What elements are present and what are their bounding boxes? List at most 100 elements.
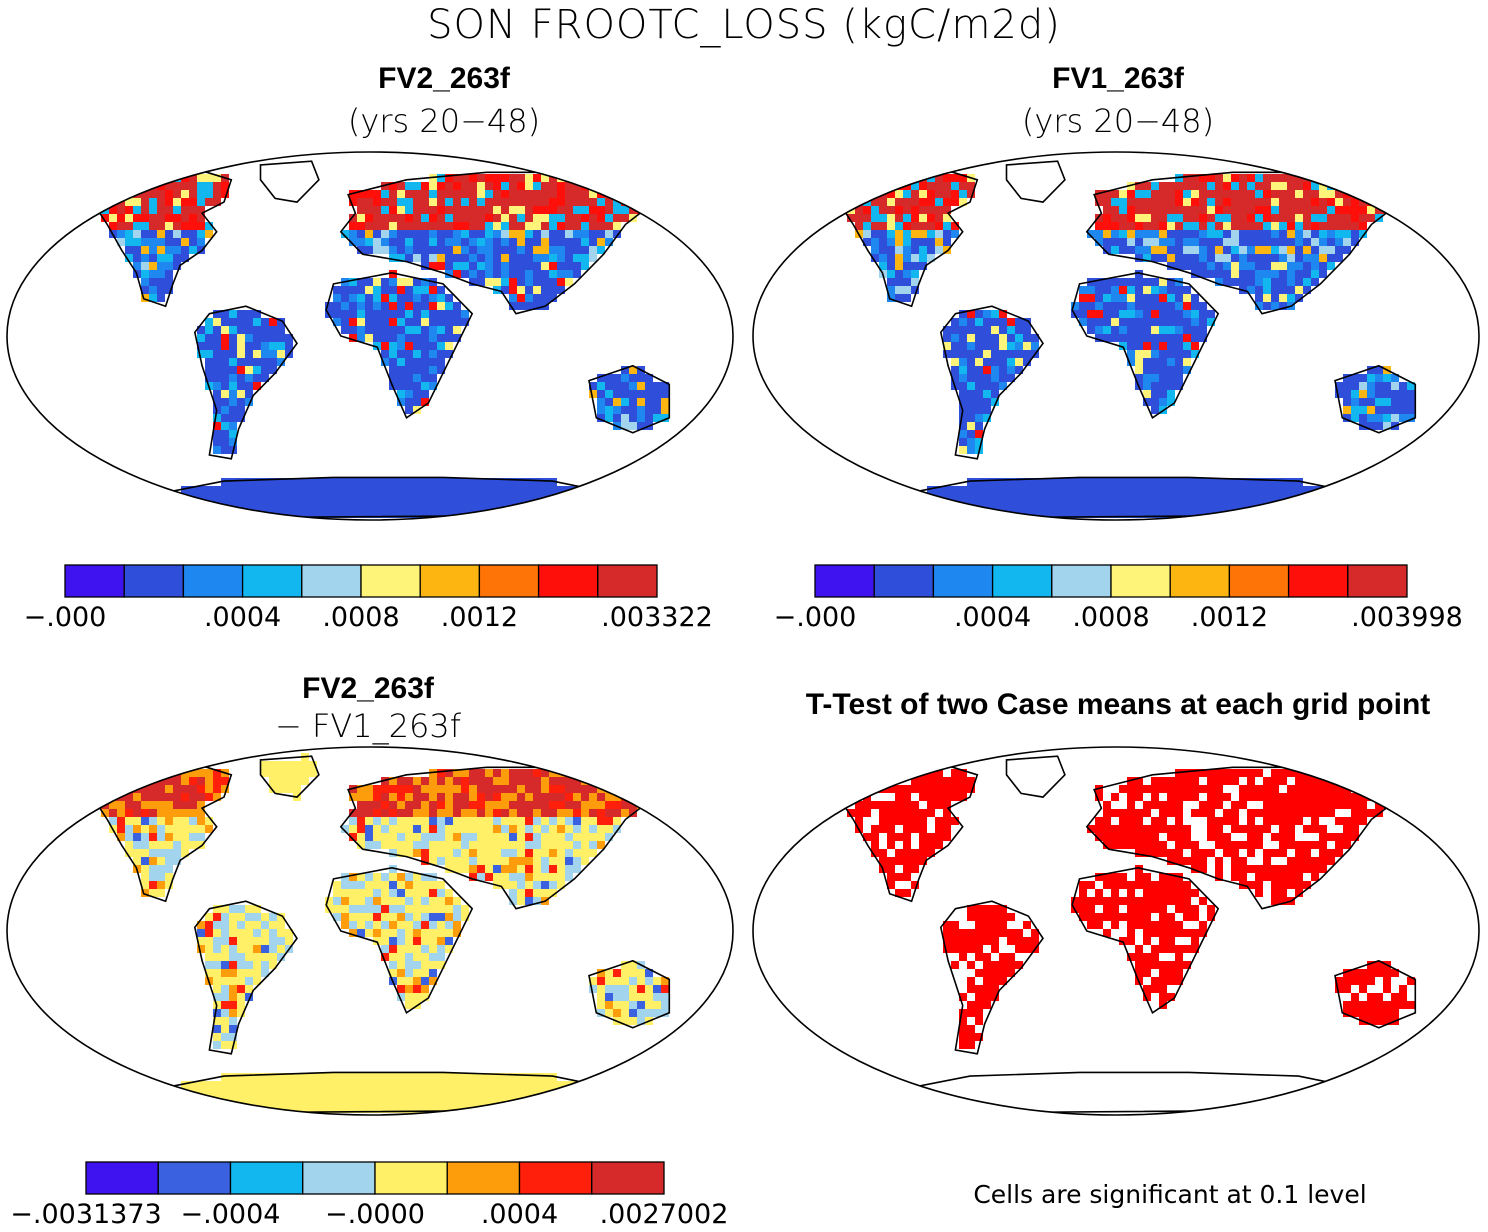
grid-cell [373,334,381,342]
grid-cell [1191,494,1199,502]
grid-cell [1127,510,1135,518]
grid-cell [1335,198,1343,206]
grid-cell [541,1081,549,1089]
grid-cell [141,1089,149,1097]
grid-cell [1287,270,1295,278]
grid-cell [533,817,541,825]
grid-cell [397,382,405,390]
grid-cell [277,494,285,502]
grid-cell [1215,198,1223,206]
grid-cell [967,318,975,326]
grid-cell [1207,849,1215,857]
grid-cell [919,809,927,817]
grid-cell [541,286,549,294]
grid-cell [1319,777,1327,785]
grid-cell [1135,246,1143,254]
grid-cell [525,190,533,198]
grid-cell [959,350,967,358]
grid-cell [141,206,149,214]
grid-cell [1151,478,1159,486]
grid-cell [541,486,549,494]
grid-cell [157,198,165,206]
grid-cell [1239,190,1247,198]
grid-cell [405,873,413,881]
grid-cell [365,921,373,929]
grid-cell [1151,350,1159,358]
grid-cell [1303,841,1311,849]
grid-cell [557,817,565,825]
grid-cell [229,342,237,350]
grid-cell [1383,1009,1391,1017]
grid-cell [509,238,517,246]
grid-cell [501,254,509,262]
grid-cell [1279,510,1287,518]
grid-cell [509,809,517,817]
grid-cell [429,358,437,366]
grid-cell [525,254,533,262]
grid-cell [333,1073,341,1081]
grid-cell [581,190,589,198]
grid-cell [205,486,213,494]
grid-cell [1247,486,1255,494]
grid-cell [967,494,975,502]
grid-cell [895,198,903,206]
grid-cell [493,502,501,510]
grid-cell [477,809,485,817]
grid-cell [541,1105,549,1113]
grid-cell [1223,254,1231,262]
grid-cell [1127,881,1135,889]
grid-cell [173,206,181,214]
grid-cell [1231,206,1239,214]
grid-cell [525,270,533,278]
grid-cell [405,993,413,1001]
grid-cell [405,494,413,502]
grid-cell [165,230,173,238]
grid-cell [229,1025,237,1033]
grid-cell [413,198,421,206]
grid-cell [269,777,277,785]
grid-cell [421,897,429,905]
grid-cell [397,310,405,318]
grid-cell [501,817,509,825]
grid-cell [597,398,605,406]
colorbar-tick-label: .0008 [322,602,399,633]
grid-cell [1319,262,1327,270]
grid-cell [141,1097,149,1105]
grid-cell [911,286,919,294]
grid-cell [221,953,229,961]
grid-cell [1239,785,1247,793]
grid-cell [501,825,509,833]
grid-cell [149,222,157,230]
grid-cell [943,246,951,254]
grid-cell [141,809,149,817]
grid-cell [951,190,959,198]
grid-cell [1271,769,1279,777]
grid-cell [1263,270,1271,278]
grid-cell [983,905,991,913]
grid-cell [557,841,565,849]
grid-cell [1383,190,1391,198]
grid-cell [349,494,357,502]
grid-cell [1255,833,1263,841]
grid-cell [397,833,405,841]
grid-cell [269,366,277,374]
grid-cell [1287,478,1295,486]
grid-cell [397,350,405,358]
grid-cell [189,833,197,841]
grid-cell [277,358,285,366]
grid-cell [1183,286,1191,294]
grid-cell [213,182,221,190]
grid-cell [421,350,429,358]
grid-cell [1311,182,1319,190]
grid-cell [421,294,429,302]
grid-cell [397,302,405,310]
grid-cell [149,793,157,801]
grid-cell [855,777,863,785]
grid-cell [935,190,943,198]
grid-cell [1119,510,1127,518]
grid-cell [205,334,213,342]
grid-cell [213,486,221,494]
grid-cell [581,502,589,510]
grid-cell [221,358,229,366]
grid-cell [1143,849,1151,857]
